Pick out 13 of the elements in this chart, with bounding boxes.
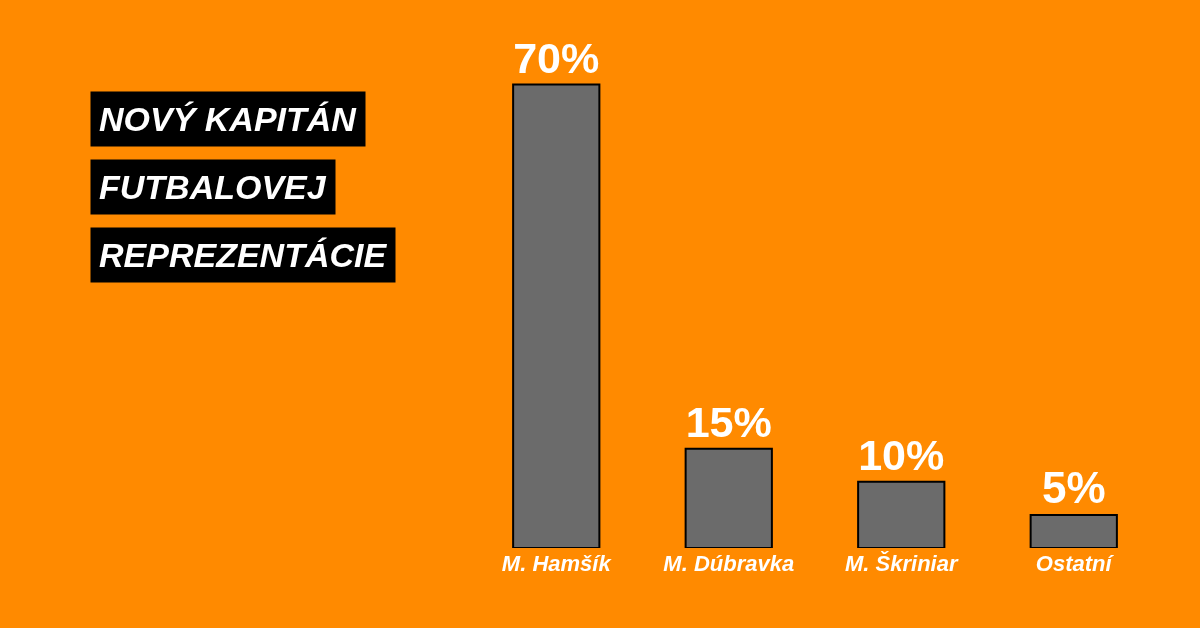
- bar: [857, 480, 946, 548]
- x-tick-label: M. Škriniar: [845, 551, 959, 576]
- bar: [684, 447, 773, 548]
- x-tick-label: Ostatní: [1035, 551, 1115, 576]
- data-label: 5%: [1041, 462, 1106, 512]
- x-tick-label: M. Dúbravka: [663, 551, 795, 576]
- data-label: 70%: [513, 33, 600, 82]
- bar: [512, 83, 601, 548]
- bar: [1029, 513, 1118, 548]
- data-label: 10%: [858, 430, 945, 479]
- text: NOVÝ KAPITÁN FUTBALOVEJ REPREZENTÁCIE: [99, 100, 388, 274]
- data-label: 15%: [685, 397, 772, 446]
- x-tick-label: M. Hamšík: [501, 551, 613, 576]
